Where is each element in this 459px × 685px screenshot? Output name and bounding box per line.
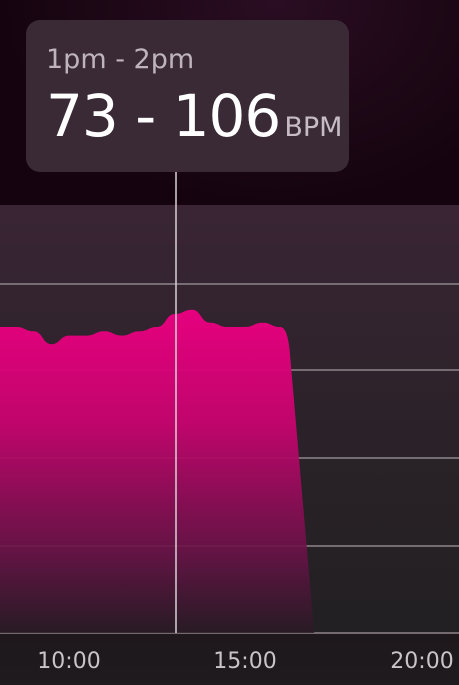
tooltip-value-row: 73 - 106 BPM [46, 84, 349, 148]
selection-tooltip: 1pm - 2pm 73 - 106 BPM [26, 20, 349, 172]
heart-rate-area [0, 309, 315, 633]
tooltip-time-range: 1pm - 2pm [46, 44, 195, 75]
x-tick-label: 15:00 [213, 649, 276, 674]
tooltip-bpm-range: 73 - 106 [46, 82, 281, 150]
x-axis-ticks: 10:00 15:00 20:00 [37, 649, 453, 674]
x-tick-label: 10:00 [37, 649, 100, 674]
tooltip-unit: BPM [284, 112, 343, 143]
x-tick-label: 20:00 [390, 649, 453, 674]
